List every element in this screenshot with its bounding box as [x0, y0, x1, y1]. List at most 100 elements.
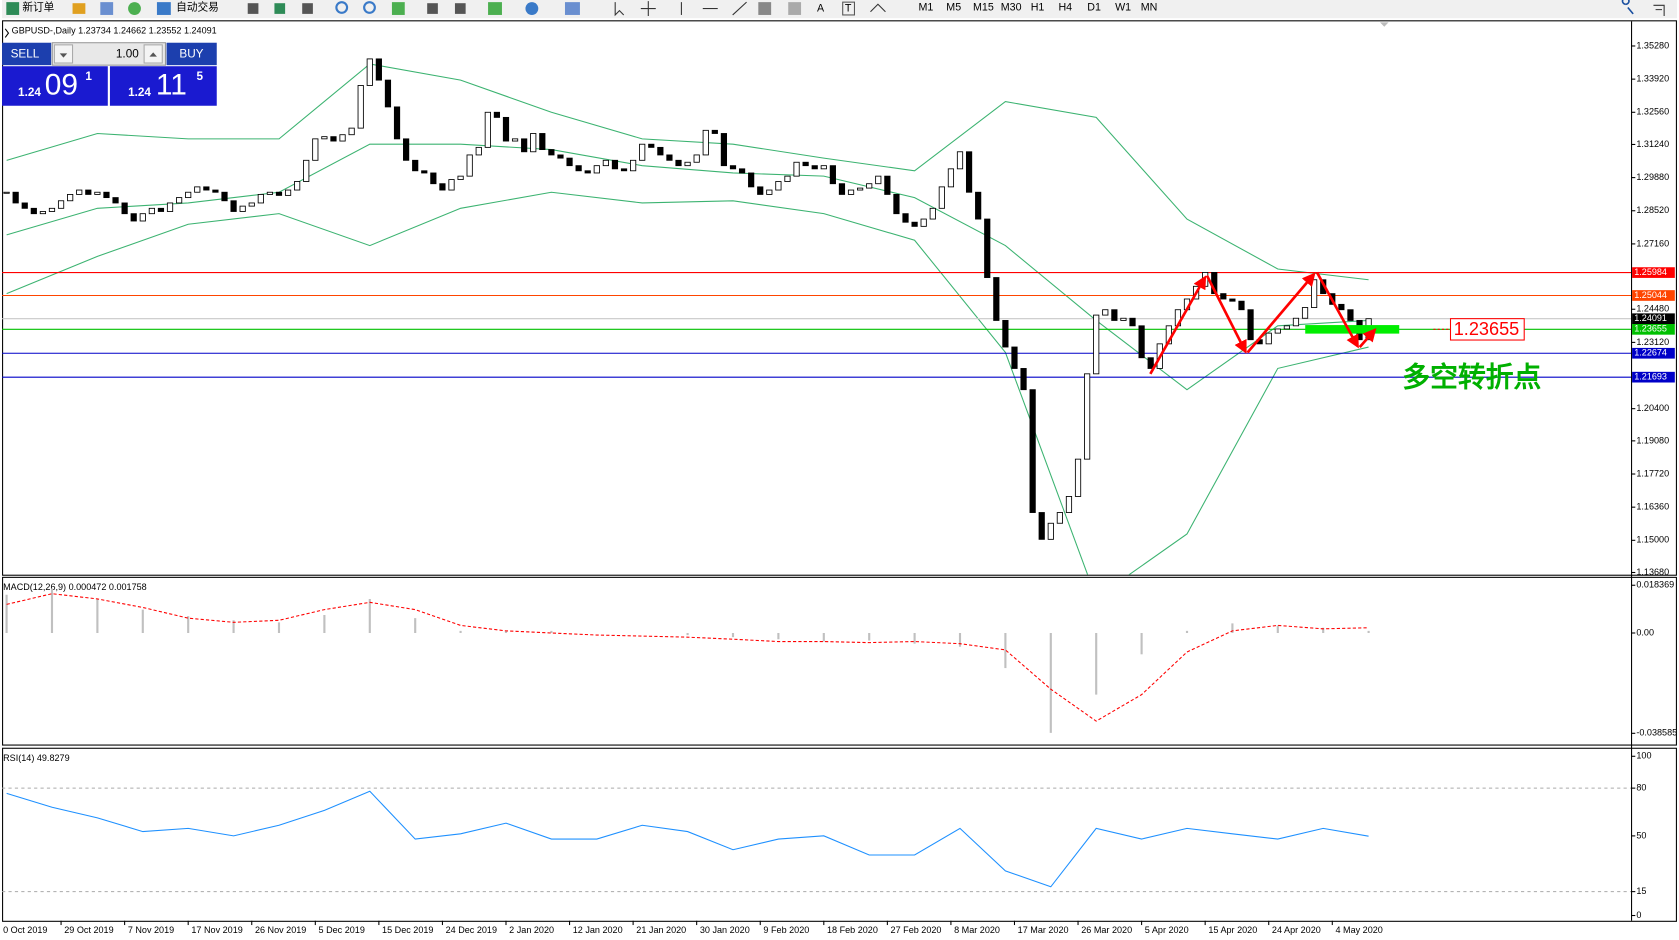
- icon[interactable]: [427, 3, 438, 14]
- candle: [675, 159, 682, 167]
- label-tool[interactable]: T: [845, 2, 852, 14]
- candle: [502, 116, 510, 142]
- candle: [166, 202, 174, 212]
- candle: [76, 189, 83, 195]
- candle: [1265, 332, 1272, 345]
- one-click-trading: SELL 1.00 BUY 1.24 09 1 1.24 11 5: [2, 28, 217, 106]
- search-icon[interactable]: [1621, 0, 1634, 15]
- sell-button[interactable]: [2, 42, 52, 66]
- candle: [956, 151, 964, 170]
- auto-trading-button[interactable]: 自动交易: [176, 0, 219, 13]
- icon[interactable]: [302, 3, 313, 14]
- sell-label[interactable]: SELL: [11, 48, 40, 61]
- new-order-button[interactable]: 新订单: [22, 0, 54, 13]
- arrow: [1205, 274, 1247, 354]
- periods-icon[interactable]: [525, 2, 539, 15]
- icon[interactable]: [128, 2, 141, 15]
- buy-label[interactable]: BUY: [179, 48, 203, 61]
- icon[interactable]: [247, 3, 259, 14]
- lots-field[interactable]: [51, 42, 167, 66]
- x-tick-label: 4 May 2020: [1335, 925, 1382, 935]
- new-order-icon[interactable]: [6, 2, 20, 15]
- auto-trading-icon[interactable]: [156, 2, 171, 15]
- trendline-icon[interactable]: [732, 1, 747, 16]
- timeframe-button[interactable]: MN: [1141, 1, 1158, 13]
- candle: [784, 175, 791, 182]
- sell-price-box[interactable]: [2, 66, 108, 106]
- timeframe-button[interactable]: M30: [1001, 1, 1022, 13]
- candle: [321, 136, 328, 140]
- price-level-tag: [1632, 347, 1675, 359]
- zoom-in-icon[interactable]: [335, 1, 349, 14]
- y-tick-label: 1.32560: [1636, 107, 1669, 117]
- toolbar-bg: [2, 0, 1677, 19]
- timeframe-button[interactable]: H1: [1031, 1, 1045, 13]
- candle: [1292, 317, 1300, 327]
- icon[interactable]: [454, 3, 466, 14]
- y-tick-label: 1.13680: [1636, 567, 1669, 577]
- y-tick-label: 1.20400: [1636, 403, 1669, 413]
- timeframe-button[interactable]: M1: [919, 1, 934, 13]
- buy-price-box[interactable]: [109, 66, 217, 106]
- candle: [430, 172, 437, 185]
- candle: [875, 175, 882, 185]
- candle: [130, 213, 137, 222]
- text-tool[interactable]: A: [817, 2, 825, 14]
- buy-button[interactable]: [166, 42, 217, 66]
- candle: [203, 186, 210, 191]
- x-tick-label: 21 Jan 2020: [636, 925, 686, 935]
- sell-fraction: 1: [85, 70, 92, 83]
- timeframe-button[interactable]: M5: [946, 1, 961, 13]
- candle: [993, 277, 1000, 321]
- zoom-out-icon[interactable]: [363, 1, 376, 14]
- panel-title: RSI(14) 49.8279: [3, 753, 69, 763]
- buy-fraction: 5: [196, 70, 203, 83]
- arrows-icon[interactable]: [870, 3, 886, 13]
- candle: [1084, 373, 1091, 460]
- candle: [975, 191, 982, 220]
- candle: [493, 111, 501, 118]
- fibo-icon[interactable]: [788, 2, 802, 15]
- candle: [1056, 512, 1063, 524]
- candle: [185, 191, 192, 199]
- arrow: [1315, 271, 1359, 349]
- buy-big-figure: 1.24: [128, 86, 151, 99]
- crosshair-icon[interactable]: [640, 1, 656, 17]
- window-icon[interactable]: [1653, 4, 1665, 17]
- candle: [230, 200, 237, 212]
- icon[interactable]: [391, 2, 405, 15]
- timeframe-button[interactable]: H4: [1058, 1, 1072, 13]
- y-tick-label: 1.28520: [1636, 205, 1669, 215]
- y-tick-label: 50: [1636, 830, 1646, 840]
- candle: [929, 207, 936, 220]
- collapse-icon[interactable]: [4, 28, 10, 38]
- down-arrow: [59, 53, 68, 58]
- candle: [947, 168, 955, 188]
- timeframe-button[interactable]: D1: [1087, 1, 1101, 13]
- y-tick-label: 1.29880: [1636, 172, 1669, 182]
- icon[interactable]: [100, 2, 114, 15]
- price-level-label: 1.22674: [1634, 348, 1667, 358]
- candle: [1093, 314, 1100, 375]
- cursor-icon[interactable]: [614, 2, 625, 17]
- price-level-tag: [1632, 290, 1675, 301]
- candle: [1229, 298, 1236, 302]
- panel-title: GBPUSD-,Daily 1.23734 1.24662 1.23552 1.…: [12, 25, 217, 35]
- icon[interactable]: [72, 3, 86, 14]
- candle: [693, 154, 700, 163]
- timeframe-button[interactable]: M15: [973, 1, 994, 13]
- templates-icon[interactable]: [564, 2, 580, 15]
- label-tool-frame[interactable]: [842, 1, 855, 16]
- arrow: [1358, 328, 1377, 349]
- timeframe-button[interactable]: W1: [1115, 1, 1131, 13]
- rsi: [2, 787, 1632, 893]
- icon[interactable]: [274, 3, 286, 14]
- candle: [838, 183, 846, 195]
- candle: [884, 175, 891, 195]
- indicators-icon[interactable]: [488, 2, 502, 15]
- candle: [303, 159, 310, 182]
- channel-icon[interactable]: [758, 2, 772, 15]
- lots-value[interactable]: 1.00: [116, 48, 139, 61]
- candle: [221, 191, 228, 202]
